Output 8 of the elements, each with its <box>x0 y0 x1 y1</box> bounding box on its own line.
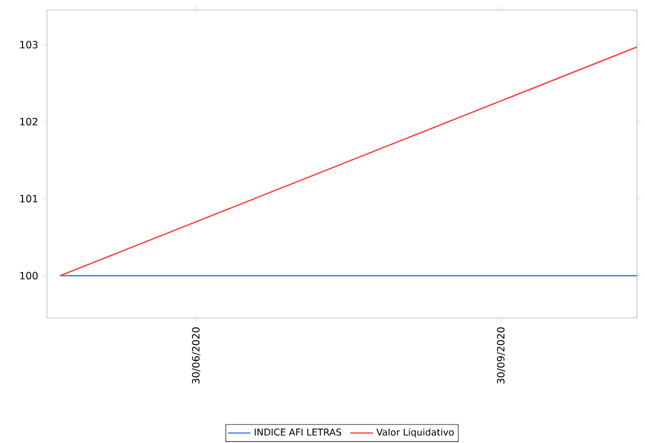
x-tick-label: 30/09/2020 <box>496 327 506 384</box>
y-tick-label: 102 <box>20 118 38 126</box>
y-tick-label: 103 <box>20 40 38 48</box>
legend-label: INDICE AFI LETRAS <box>254 428 342 436</box>
x-tick-label: 30/06/2020 <box>192 327 200 384</box>
y-tick-label: 100 <box>20 272 38 280</box>
y-tick-label: 101 <box>20 194 38 202</box>
legend-label: Valor Liquidativo <box>376 428 454 438</box>
